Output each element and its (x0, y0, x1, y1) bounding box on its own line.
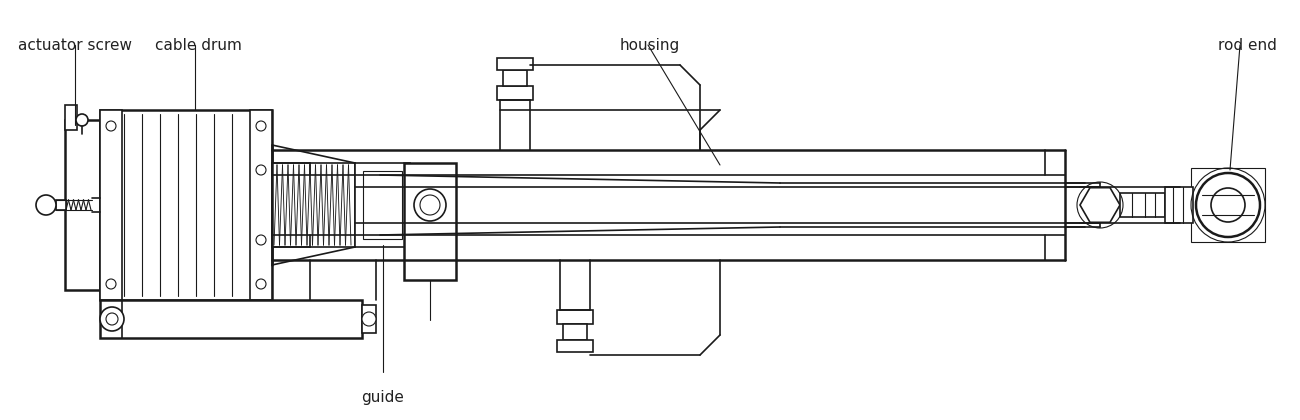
Circle shape (256, 165, 266, 175)
Bar (563, 324, 588, 340)
Bar (272, 163, 355, 247)
Bar (56, 200, 66, 210)
Bar (1191, 168, 1265, 242)
Circle shape (107, 313, 118, 325)
Circle shape (413, 189, 446, 221)
Text: cable drum: cable drum (155, 38, 242, 53)
Bar (404, 163, 456, 280)
Bar (65, 105, 77, 130)
Circle shape (256, 235, 266, 245)
Circle shape (1196, 173, 1260, 237)
Circle shape (36, 195, 56, 215)
Bar (100, 110, 122, 300)
Bar (65, 120, 100, 290)
Text: actuator screw: actuator screw (18, 38, 133, 53)
Bar (556, 340, 593, 352)
Circle shape (420, 195, 439, 215)
Circle shape (107, 279, 116, 289)
Bar (556, 310, 593, 324)
Bar (1165, 187, 1193, 223)
Bar (100, 110, 272, 300)
Bar (250, 110, 272, 300)
Circle shape (75, 114, 88, 126)
Text: housing: housing (620, 38, 680, 53)
Bar (361, 305, 376, 333)
Circle shape (107, 121, 116, 131)
Circle shape (256, 279, 266, 289)
Circle shape (1212, 188, 1245, 222)
Bar (503, 70, 526, 86)
Circle shape (100, 307, 124, 331)
Bar (1121, 193, 1165, 217)
Bar (497, 58, 533, 70)
Bar (363, 171, 402, 239)
Bar (100, 300, 361, 338)
Text: guide: guide (361, 390, 404, 405)
Bar (497, 86, 533, 100)
Circle shape (361, 312, 376, 326)
Circle shape (256, 121, 266, 131)
Polygon shape (1080, 188, 1121, 222)
Text: rod end: rod end (1218, 38, 1277, 53)
Bar (355, 163, 410, 247)
